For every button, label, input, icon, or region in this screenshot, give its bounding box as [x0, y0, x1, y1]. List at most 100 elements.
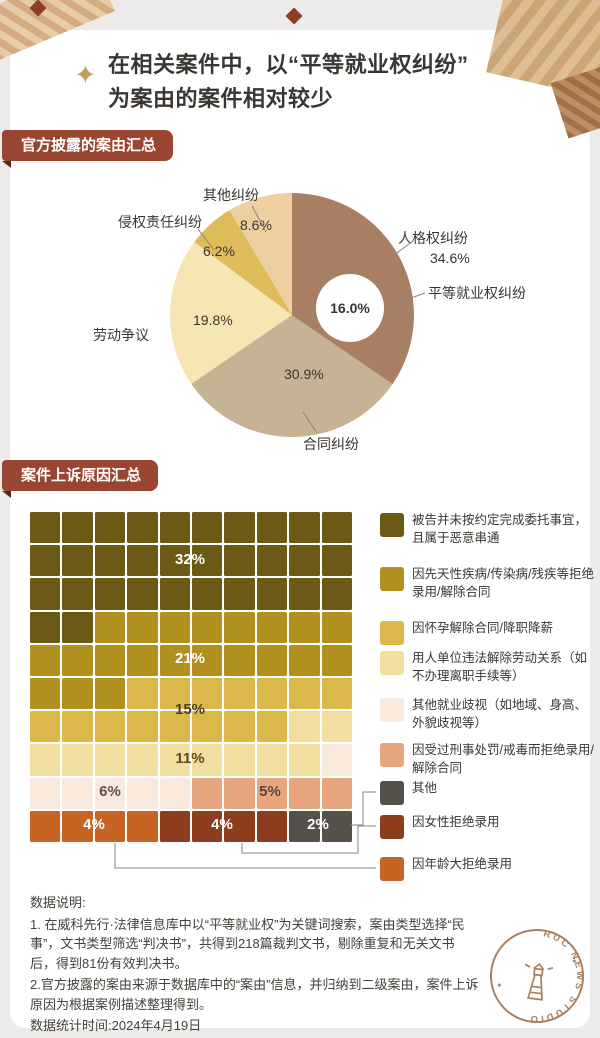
legend-label: 其他就业歧视（如地域、身高、外貌歧视等） — [412, 698, 588, 730]
waffle-cell — [30, 711, 61, 743]
waffle-cell — [62, 777, 93, 809]
waffle-cell — [159, 644, 190, 676]
legend-item: 其他 — [380, 780, 595, 805]
waffle-cell — [62, 578, 93, 610]
waffle-cell — [159, 777, 190, 809]
waffle-cell — [127, 578, 158, 610]
waffle-cell — [94, 644, 126, 676]
waffle-cell — [224, 578, 255, 610]
waffle-cell — [289, 611, 320, 643]
legend-swatch — [380, 857, 404, 881]
waffle-cell — [321, 777, 352, 809]
pie-slice-value: 34.6% — [430, 250, 470, 266]
pie-slice-label: 侵权责任纠纷 — [118, 214, 202, 230]
waffle-cell — [224, 744, 255, 776]
waffle-cell — [224, 611, 255, 643]
waffle-cell — [256, 545, 288, 577]
waffle-cell — [191, 810, 223, 842]
waffle-cell — [256, 777, 288, 809]
waffle-cell — [224, 644, 255, 676]
waffle-segment-value: 11% — [175, 750, 205, 767]
waffle-cell — [94, 744, 126, 776]
studio-stamp: RUC NEWS STUDIO ✦ ✦ — [490, 928, 584, 1024]
waffle-cell — [127, 512, 158, 544]
waffle-cell — [94, 578, 126, 610]
waffle-cell — [191, 644, 223, 676]
pie-slice-label: 人格权纠纷 — [398, 230, 468, 246]
waffle-cell — [159, 678, 190, 710]
pie-slice-label: 其他纠纷 — [203, 187, 259, 203]
waffle-segment-value: 4% — [83, 816, 105, 833]
waffle-cell — [62, 611, 93, 643]
data-notes: 数据说明: 1. 在威科先行·法律信息库中以“平等就业权”为关键词搜索，案由类型… — [30, 893, 480, 1038]
waffle-cell — [224, 512, 255, 544]
legend-swatch — [380, 621, 404, 645]
waffle-cell — [289, 512, 320, 544]
waffle-segment-value: 5% — [259, 783, 281, 800]
sparkle-icon: ✦ — [74, 60, 97, 90]
waffle-cell — [256, 644, 288, 676]
waffle-cell — [94, 512, 126, 544]
pie-callout-circle: 16.0% — [316, 274, 384, 342]
waffle-cell — [30, 744, 61, 776]
waffle-cell — [256, 578, 288, 610]
section-badge-pie-label: 官方披露的案由汇总 — [21, 137, 157, 154]
waffle-cell — [256, 810, 288, 842]
waffle-cell — [30, 777, 61, 809]
waffle-cell — [30, 810, 61, 842]
waffle-segment-value: 32% — [174, 551, 206, 568]
waffle-cell — [256, 678, 288, 710]
legend-item: 因年龄大拒绝录用 — [380, 856, 595, 881]
diamond-decoration-center — [285, 7, 303, 25]
waffle-cell — [159, 744, 190, 776]
page-title-line-1: 在相关案件中，以“平等就业权纠纷” — [108, 52, 469, 77]
waffle-cell — [321, 611, 352, 643]
pie-slice-value: 19.8% — [193, 312, 233, 328]
waffle-cell — [289, 545, 320, 577]
waffle-cell — [191, 512, 223, 544]
waffle-cell — [94, 611, 126, 643]
waffle-cell — [321, 545, 352, 577]
waffle-segment-value: 21% — [174, 650, 206, 667]
waffle-cell — [94, 678, 126, 710]
waffle-cell — [191, 578, 223, 610]
notes-line-1: 1. 在威科先行·法律信息库中以“平等就业权”为关键词搜索，案由类型选择“民事”… — [30, 916, 465, 971]
waffle-cell — [256, 744, 288, 776]
waffle-cell — [127, 810, 158, 842]
waffle-cell — [159, 810, 190, 842]
notes-line-3: 数据统计时间:2024年4月19日 — [30, 1018, 202, 1033]
legend-item: 因先天性疾病/传染病/残疾等拒绝录用/解除合同 — [380, 566, 595, 601]
legend-swatch — [380, 743, 404, 767]
waffle-cell — [62, 810, 93, 842]
waffle-cell — [256, 611, 288, 643]
waffle-cell — [159, 578, 190, 610]
waffle-cell — [224, 711, 255, 743]
legend-label: 用人单位违法解除劳动关系（如不办理离职手续等） — [412, 651, 588, 683]
waffle-segment-value: 6% — [99, 783, 121, 800]
waffle-cell — [30, 678, 61, 710]
lighthouse-icon — [524, 962, 554, 1001]
waffle-cell — [159, 512, 190, 544]
waffle-cell — [62, 711, 93, 743]
waffle-cell — [62, 545, 93, 577]
legend-label: 因先天性疾病/传染病/残疾等拒绝录用/解除合同 — [412, 567, 594, 599]
waffle-cell — [30, 644, 61, 676]
pie-callout-value: 16.0% — [330, 300, 370, 316]
pie-callout-label: 平等就业权纠纷 — [428, 285, 526, 301]
legend-item: 因受过刑事处罚/戒毒而拒绝录用/解除合同 — [380, 742, 595, 777]
legend-swatch — [380, 815, 404, 839]
waffle-cell — [289, 711, 320, 743]
legend-label: 因受过刑事处罚/戒毒而拒绝录用/解除合同 — [412, 743, 594, 775]
waffle-cell — [127, 711, 158, 743]
legend-item: 被告并未按约定完成委托事宜，且属于恶意串通 — [380, 512, 595, 547]
waffle-cell — [191, 711, 223, 743]
waffle-cell — [62, 678, 93, 710]
waffle-segment-value: 4% — [211, 816, 233, 833]
waffle-cell — [224, 678, 255, 710]
waffle-cell — [321, 678, 352, 710]
waffle-cell — [256, 512, 288, 544]
legend-label: 被告并未按约定完成委托事宜，且属于恶意串通 — [412, 513, 588, 545]
waffle-cell — [289, 777, 320, 809]
waffle-cell — [159, 611, 190, 643]
